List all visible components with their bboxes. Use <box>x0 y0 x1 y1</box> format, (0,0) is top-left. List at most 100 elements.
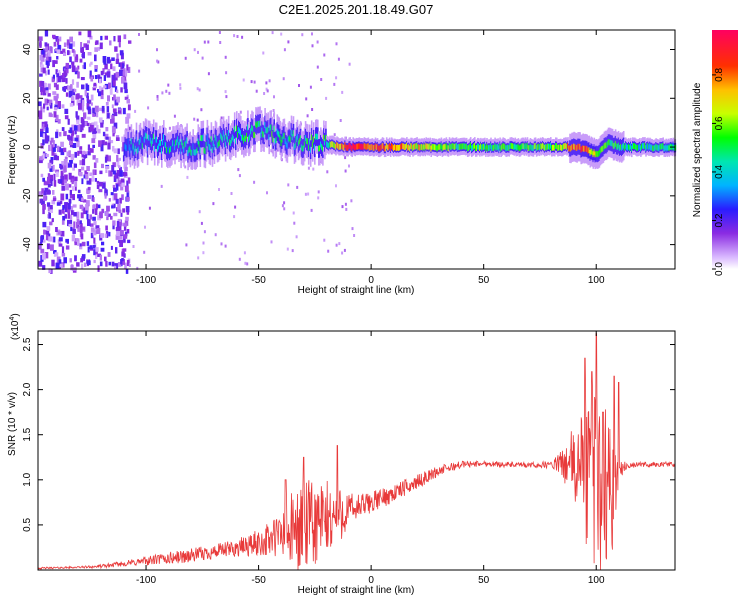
ridge-core <box>546 143 549 150</box>
noise-cell <box>53 250 57 254</box>
ridge-core <box>276 128 279 135</box>
ridge-core <box>468 144 471 151</box>
noise-cell <box>203 40 206 44</box>
ridge-core <box>409 145 411 152</box>
ridge-core <box>302 145 305 152</box>
noise-cell <box>100 70 104 76</box>
ridge-core <box>452 143 455 150</box>
noise-cell <box>186 175 189 179</box>
noise-cell <box>73 88 77 93</box>
noise-cell <box>76 218 80 222</box>
noise-cell <box>63 42 67 47</box>
noise-cell <box>113 175 117 182</box>
noise-cell <box>351 227 354 231</box>
noise-cell <box>65 69 69 73</box>
noise-cell <box>126 99 130 104</box>
noise-cell <box>79 150 82 154</box>
noise-cell <box>60 170 64 177</box>
noise-cell <box>89 148 94 153</box>
noise-cell <box>180 124 183 127</box>
ridge-core <box>271 130 273 137</box>
noise-cell <box>128 40 132 44</box>
noise-cell <box>40 67 45 73</box>
noise-cell <box>67 134 71 140</box>
noise-cell <box>167 83 170 87</box>
ridge-core <box>351 145 353 152</box>
noise-cell <box>43 239 46 243</box>
ridge-core <box>224 141 227 148</box>
ridge-core <box>315 133 317 140</box>
noise-cell <box>39 55 43 61</box>
noise-cell <box>120 184 124 191</box>
noise-cell <box>81 150 85 155</box>
noise-cell <box>323 238 326 242</box>
noise-cell <box>78 194 83 202</box>
noise-cell <box>241 35 244 39</box>
noise-cell <box>113 187 117 192</box>
ridge-core <box>225 133 228 140</box>
noise-cell <box>49 140 52 145</box>
noise-cell <box>59 146 62 153</box>
noise-cell <box>49 99 53 106</box>
noise-cell <box>55 227 58 232</box>
snr-frame <box>37 330 676 571</box>
ridge-core <box>324 139 326 146</box>
ridge-core <box>639 143 641 150</box>
ridge-core <box>649 143 651 150</box>
noise-cell <box>69 258 72 263</box>
noise-cell <box>48 101 51 106</box>
noise-cell <box>117 148 120 155</box>
noise-cell <box>60 75 64 80</box>
ridge-core <box>134 145 137 152</box>
ridge-core <box>609 139 612 146</box>
noise-cell <box>58 70 61 75</box>
noise-cell <box>95 158 99 163</box>
noise-cell <box>97 46 101 51</box>
noise-cell <box>48 112 52 117</box>
noise-cell <box>111 205 114 209</box>
ridge-core <box>227 130 230 136</box>
noise-cell <box>148 206 151 210</box>
ridge-core <box>423 143 425 150</box>
noise-cell <box>120 87 123 93</box>
noise-cell <box>119 69 123 77</box>
noise-cell <box>66 207 71 213</box>
noise-cell <box>55 262 59 270</box>
ridge-core <box>395 144 397 151</box>
ridge-core <box>297 140 300 147</box>
noise-cell <box>92 244 96 249</box>
ridge-core <box>189 145 191 152</box>
noise-cell <box>99 254 102 261</box>
noise-cell <box>104 256 107 262</box>
noise-cell <box>83 174 86 179</box>
noise-cell <box>45 70 47 76</box>
ridge-core <box>551 145 553 151</box>
noise-cell <box>125 268 129 274</box>
ridge-core <box>288 135 291 142</box>
y-tick-label: 0 <box>22 144 33 150</box>
noise-cell <box>126 229 130 234</box>
ridge-core <box>180 148 182 154</box>
ridge-core <box>176 139 178 146</box>
ridge-core <box>168 146 170 152</box>
noise-cell <box>86 180 91 185</box>
ridge-core <box>446 144 449 151</box>
noise-cell <box>132 245 135 248</box>
noise-cell <box>99 182 103 187</box>
noise-cell <box>42 139 45 146</box>
noise-cell <box>125 116 130 124</box>
ridge-core <box>245 136 247 142</box>
noise-cell <box>125 216 129 221</box>
noise-cell <box>40 64 44 71</box>
ridge-core <box>626 144 629 151</box>
noise-cell <box>341 90 344 94</box>
noise-cell <box>92 197 95 202</box>
noise-cell <box>120 52 124 60</box>
noise-cell <box>94 208 98 215</box>
colorbar-tick-label: 0.6 <box>714 116 725 130</box>
ridge-core <box>151 138 154 144</box>
x-tick-label: 50 <box>478 275 490 286</box>
noise-cell <box>94 41 97 45</box>
ridge-core <box>289 136 292 143</box>
noise-cell <box>113 94 116 101</box>
